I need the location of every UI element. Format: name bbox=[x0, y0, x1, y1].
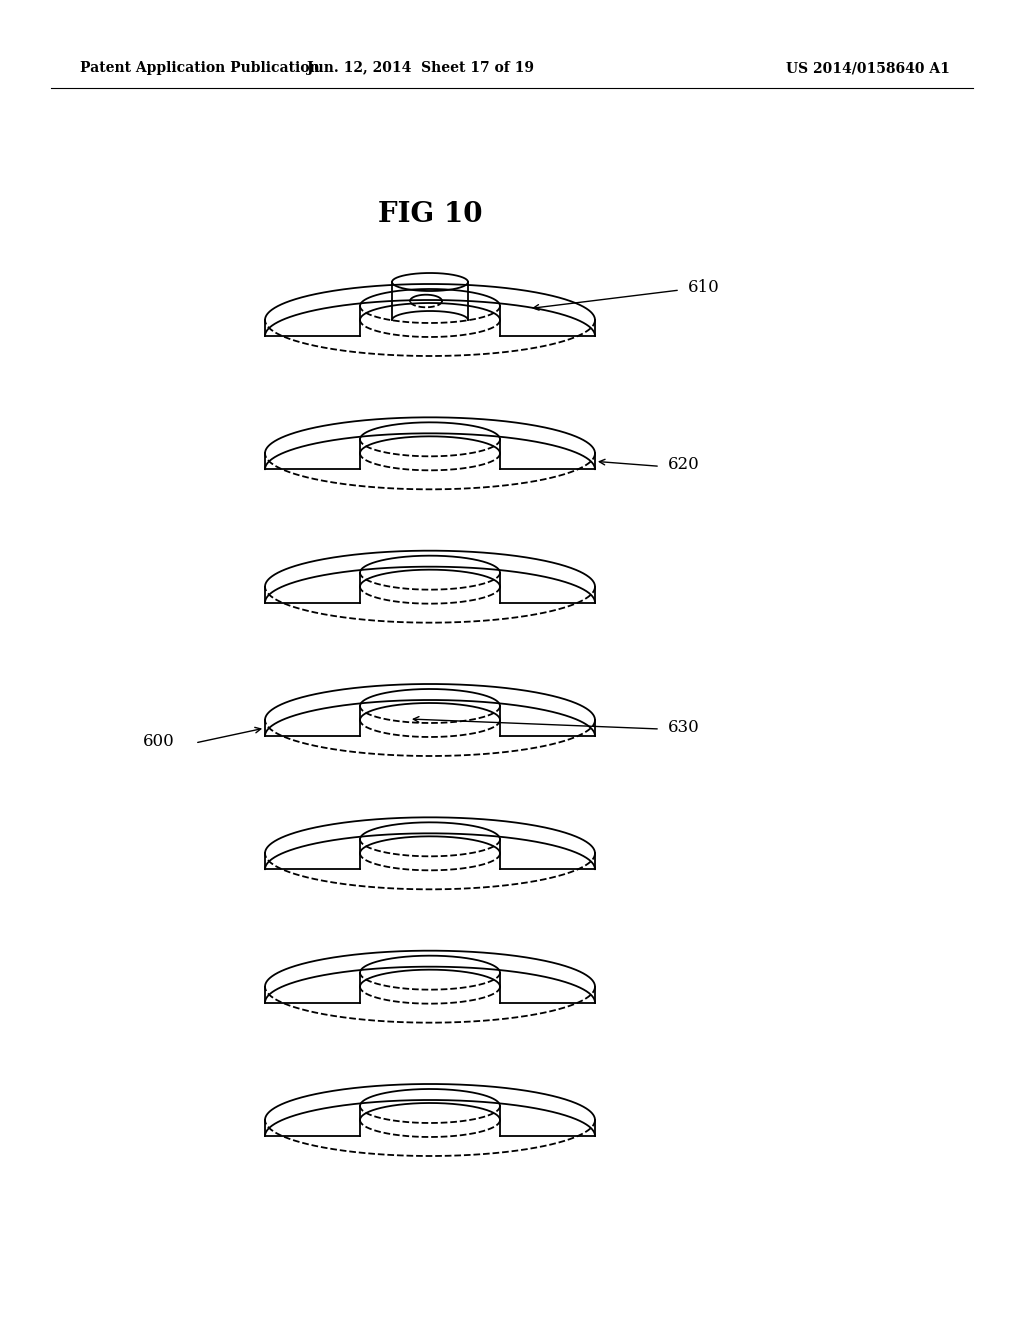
Text: 620: 620 bbox=[668, 455, 699, 473]
Text: US 2014/0158640 A1: US 2014/0158640 A1 bbox=[786, 61, 950, 75]
Text: FIG 10: FIG 10 bbox=[378, 202, 482, 228]
Text: 610: 610 bbox=[688, 280, 720, 297]
Text: Jun. 12, 2014  Sheet 17 of 19: Jun. 12, 2014 Sheet 17 of 19 bbox=[306, 61, 534, 75]
Text: 630: 630 bbox=[668, 718, 699, 735]
Text: 600: 600 bbox=[143, 733, 175, 750]
Text: Patent Application Publication: Patent Application Publication bbox=[80, 61, 319, 75]
